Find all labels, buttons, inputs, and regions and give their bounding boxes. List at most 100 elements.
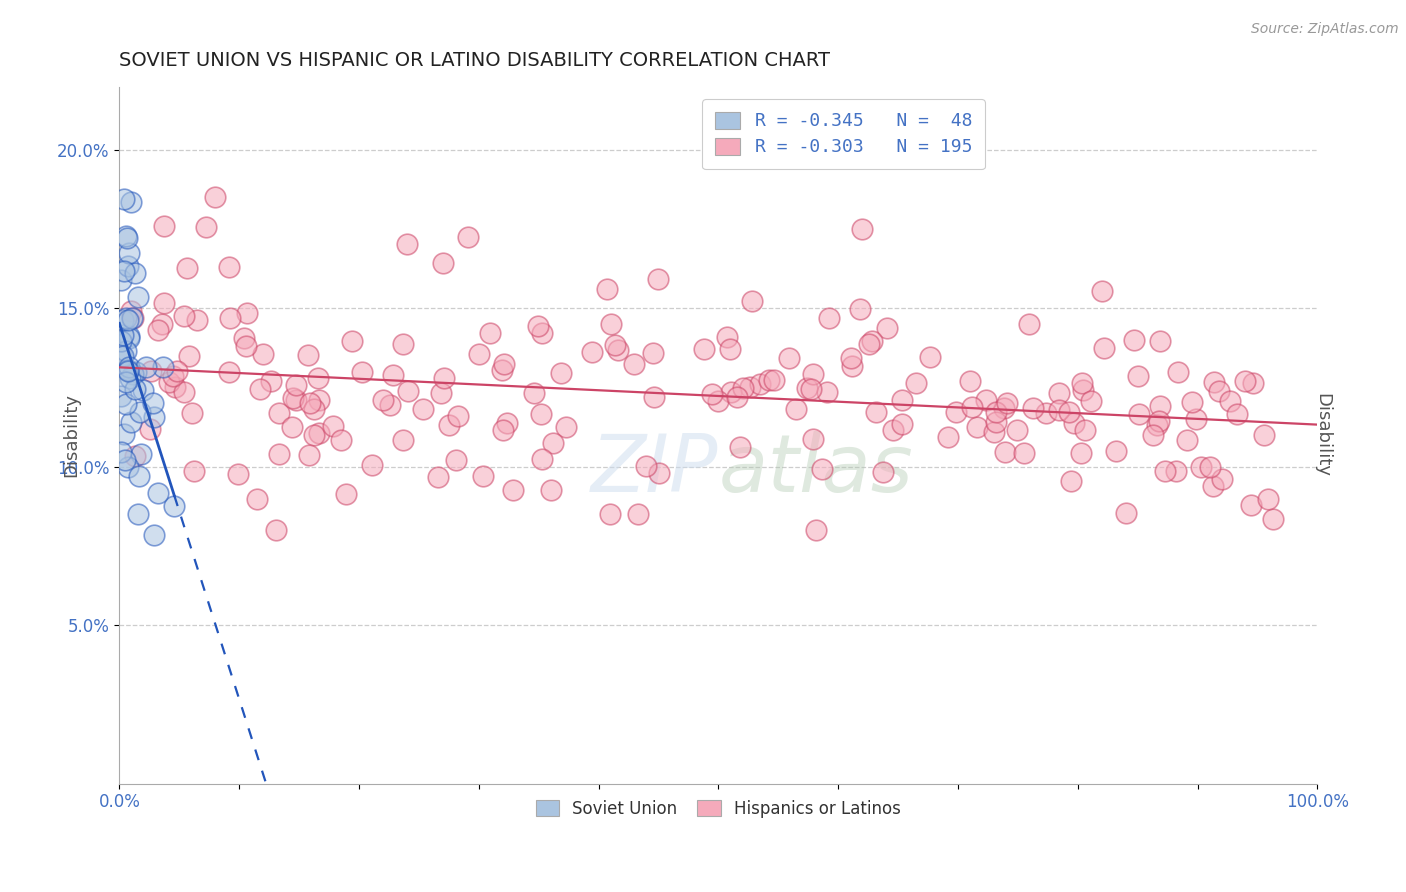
Point xyxy=(492,423,515,437)
Point xyxy=(139,364,162,378)
Point xyxy=(218,365,240,379)
Point xyxy=(1070,446,1092,460)
Point xyxy=(540,483,562,497)
Point xyxy=(218,260,240,274)
Point xyxy=(233,331,256,345)
Point xyxy=(120,371,142,385)
Point xyxy=(600,317,623,331)
Point xyxy=(1059,404,1081,418)
Point xyxy=(115,231,138,245)
Point xyxy=(396,384,419,399)
Point xyxy=(152,360,174,375)
Point xyxy=(115,376,138,390)
Point xyxy=(114,397,136,411)
Text: Source: ZipAtlas.com: Source: ZipAtlas.com xyxy=(1251,22,1399,37)
Point xyxy=(117,364,139,378)
Point xyxy=(162,369,184,384)
Point xyxy=(298,395,321,409)
Point xyxy=(142,409,165,424)
Point xyxy=(785,401,807,416)
Point xyxy=(778,351,800,366)
Point xyxy=(285,393,308,408)
Point xyxy=(284,378,307,392)
Point xyxy=(378,398,401,412)
Point xyxy=(381,368,404,382)
Point xyxy=(841,351,863,366)
Point xyxy=(603,338,626,352)
Point xyxy=(1261,512,1284,526)
Point xyxy=(157,375,180,389)
Point xyxy=(457,229,479,244)
Point xyxy=(114,453,136,467)
Point xyxy=(647,272,669,286)
Point xyxy=(876,321,898,335)
Point xyxy=(494,357,516,371)
Point xyxy=(1092,341,1115,355)
Point xyxy=(1189,459,1212,474)
Point xyxy=(718,342,741,356)
Point xyxy=(283,392,305,406)
Point xyxy=(995,396,1018,410)
Point xyxy=(111,328,134,343)
Point xyxy=(120,415,142,429)
Point xyxy=(984,405,1007,419)
Point xyxy=(936,430,959,444)
Point xyxy=(882,423,904,437)
Point xyxy=(1091,284,1114,298)
Point xyxy=(530,326,553,340)
Legend: Soviet Union, Hispanics or Latinos: Soviet Union, Hispanics or Latinos xyxy=(529,793,908,824)
Point xyxy=(307,371,329,385)
Point xyxy=(1208,384,1230,398)
Point xyxy=(118,328,141,343)
Point xyxy=(179,349,201,363)
Y-axis label: Disability: Disability xyxy=(1313,393,1331,477)
Point xyxy=(983,425,1005,440)
Point xyxy=(1105,444,1128,458)
Point xyxy=(581,345,603,359)
Point xyxy=(1241,376,1264,390)
Point xyxy=(1035,406,1057,420)
Point xyxy=(606,343,628,357)
Point xyxy=(110,445,132,459)
Point xyxy=(860,334,883,348)
Point xyxy=(412,402,434,417)
Point xyxy=(173,309,195,323)
Point xyxy=(994,444,1017,458)
Point xyxy=(720,385,742,400)
Point xyxy=(858,337,880,351)
Point xyxy=(437,418,460,433)
Point xyxy=(1074,423,1097,437)
Point xyxy=(801,367,824,381)
Point xyxy=(706,393,728,408)
Point xyxy=(340,334,363,349)
Point xyxy=(204,190,226,204)
Point xyxy=(1201,479,1223,493)
Point xyxy=(1219,394,1241,409)
Point xyxy=(849,302,872,317)
Point xyxy=(112,192,135,206)
Point xyxy=(693,342,716,356)
Point xyxy=(127,507,149,521)
Point xyxy=(818,310,841,325)
Point xyxy=(246,491,269,506)
Point xyxy=(153,219,176,234)
Point xyxy=(335,487,357,501)
Point xyxy=(128,469,150,483)
Point xyxy=(555,420,578,434)
Point xyxy=(112,264,135,278)
Point xyxy=(249,382,271,396)
Point xyxy=(530,407,553,421)
Point xyxy=(176,260,198,275)
Point xyxy=(966,420,988,434)
Point xyxy=(166,364,188,378)
Point xyxy=(815,385,838,400)
Point xyxy=(716,330,738,344)
Point xyxy=(117,363,139,377)
Point xyxy=(643,390,665,404)
Point xyxy=(322,418,344,433)
Point xyxy=(433,371,456,385)
Point xyxy=(1147,414,1170,428)
Point xyxy=(468,347,491,361)
Point xyxy=(1257,492,1279,507)
Point xyxy=(1063,416,1085,430)
